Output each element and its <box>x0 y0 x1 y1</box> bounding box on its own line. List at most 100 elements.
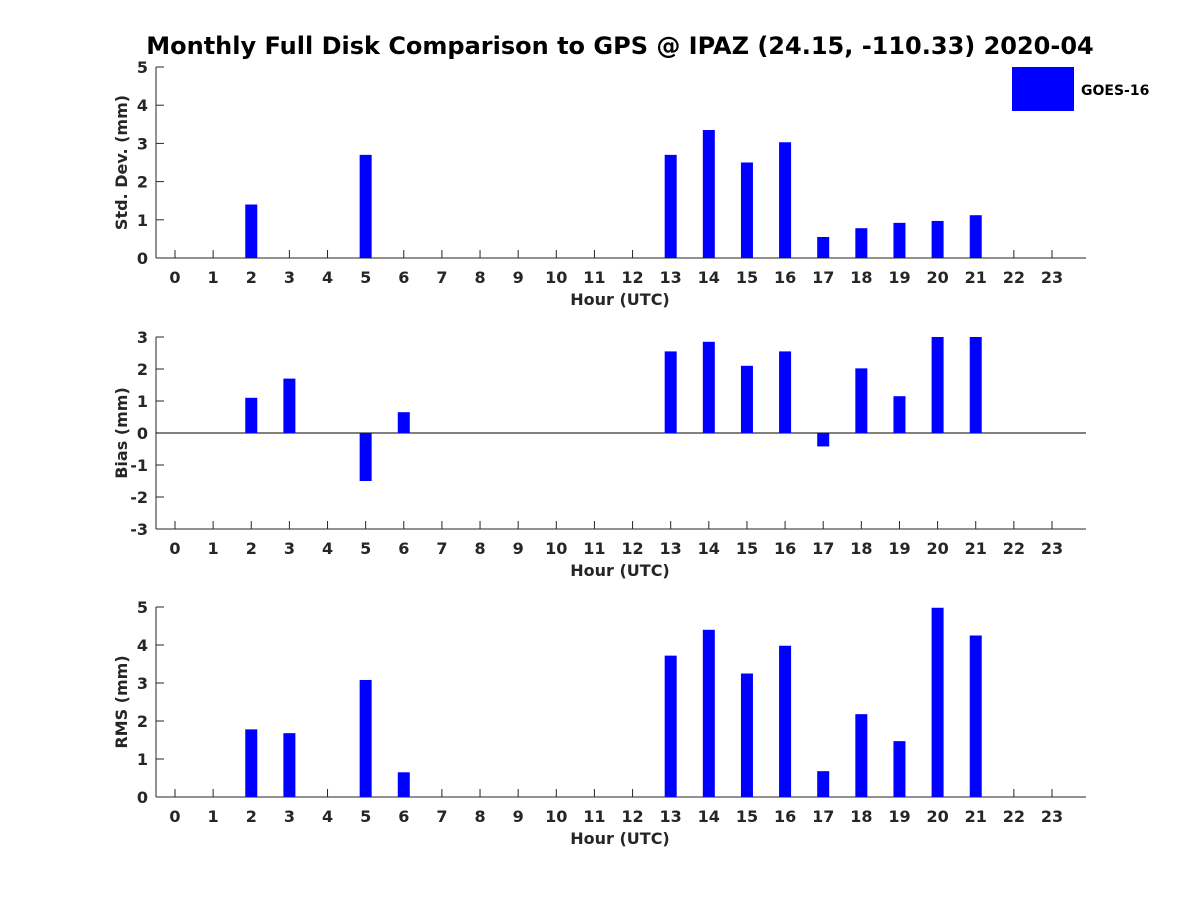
x-tick-label: 8 <box>474 807 485 826</box>
bar-hour-20 <box>931 220 944 258</box>
x-tick-label: 10 <box>545 539 567 558</box>
x-tick-label: 19 <box>888 268 910 287</box>
bar-hour-15 <box>740 365 753 433</box>
y-tick-label: 0 <box>137 788 148 807</box>
x-tick-label: 8 <box>474 268 485 287</box>
x-tick-label: 7 <box>436 539 447 558</box>
x-tick-label: 0 <box>169 807 180 826</box>
bar-hour-13 <box>664 351 677 433</box>
x-tick-label: 12 <box>621 268 643 287</box>
x-tick-label: 9 <box>513 539 524 558</box>
y-axis-label: RMS (mm) <box>112 655 131 748</box>
y-tick-label: 4 <box>137 96 148 115</box>
x-axis-label: Hour (UTC) <box>570 829 670 848</box>
bar-hour-20 <box>931 337 944 433</box>
bar-hour-3 <box>283 378 296 433</box>
x-tick-label: 5 <box>360 539 371 558</box>
bar-hour-17 <box>817 236 830 258</box>
x-tick-label: 13 <box>660 268 682 287</box>
x-tick-label: 21 <box>965 807 987 826</box>
x-tick-label: 16 <box>774 807 796 826</box>
x-tick-label: 15 <box>736 268 758 287</box>
x-tick-label: 15 <box>736 539 758 558</box>
x-tick-label: 5 <box>360 268 371 287</box>
x-tick-label: 4 <box>322 539 333 558</box>
y-axis-label: Bias (mm) <box>112 387 131 479</box>
y-tick-label: 1 <box>137 211 148 230</box>
bar-hour-2 <box>245 397 258 433</box>
x-tick-label: 9 <box>513 268 524 287</box>
bar-hour-2 <box>245 204 258 258</box>
y-tick-label: 2 <box>137 173 148 192</box>
x-tick-label: 19 <box>888 807 910 826</box>
x-axis-label: Hour (UTC) <box>570 561 670 580</box>
y-tick-label: 3 <box>137 674 148 693</box>
x-tick-label: 2 <box>246 539 257 558</box>
x-tick-label: 9 <box>513 807 524 826</box>
y-tick-label: 2 <box>137 360 148 379</box>
bar-hour-17 <box>817 433 830 447</box>
y-tick-label: 0 <box>137 249 148 268</box>
x-tick-label: 1 <box>208 539 219 558</box>
x-tick-label: 0 <box>169 268 180 287</box>
x-tick-label: 20 <box>926 807 948 826</box>
x-tick-label: 17 <box>812 539 834 558</box>
x-tick-label: 20 <box>926 539 948 558</box>
y-tick-label: 5 <box>137 58 148 77</box>
x-tick-label: 14 <box>698 807 720 826</box>
x-tick-label: 16 <box>774 268 796 287</box>
bar-hour-21 <box>969 215 982 258</box>
x-tick-label: 22 <box>1003 807 1025 826</box>
chart-title: Monthly Full Disk Comparison to GPS @ IP… <box>146 32 1094 60</box>
x-tick-label: 14 <box>698 268 720 287</box>
bar-hour-14 <box>702 629 715 797</box>
legend-swatch <box>1012 67 1074 111</box>
bar-hour-5 <box>359 154 372 258</box>
bar-hour-21 <box>969 635 982 797</box>
bar-hour-16 <box>779 645 792 797</box>
x-tick-label: 3 <box>284 807 295 826</box>
y-axis-label: Std. Dev. (mm) <box>112 95 131 230</box>
x-tick-label: 14 <box>698 539 720 558</box>
x-tick-label: 1 <box>208 807 219 826</box>
legend-label: GOES-16 <box>1081 83 1149 99</box>
x-tick-label: 21 <box>965 539 987 558</box>
bar-hour-13 <box>664 154 677 258</box>
x-tick-label: 6 <box>398 539 409 558</box>
bar-hour-6 <box>397 772 410 797</box>
x-tick-label: 19 <box>888 539 910 558</box>
x-tick-label: 10 <box>545 268 567 287</box>
x-tick-label: 21 <box>965 268 987 287</box>
y-tick-label: 0 <box>137 424 148 443</box>
bar-hour-14 <box>702 130 715 258</box>
x-tick-label: 3 <box>284 268 295 287</box>
x-tick-label: 18 <box>850 539 872 558</box>
bar-hour-14 <box>702 341 715 433</box>
y-tick-label: -3 <box>130 520 148 539</box>
bar-hour-15 <box>740 162 753 258</box>
x-tick-label: 17 <box>812 807 834 826</box>
x-tick-label: 18 <box>850 807 872 826</box>
x-tick-label: 18 <box>850 268 872 287</box>
y-tick-label: 1 <box>137 392 148 411</box>
x-tick-label: 6 <box>398 807 409 826</box>
x-tick-label: 6 <box>398 268 409 287</box>
x-tick-label: 13 <box>660 807 682 826</box>
bar-hour-19 <box>893 222 906 258</box>
bar-hour-5 <box>359 679 372 797</box>
y-tick-label: 2 <box>137 712 148 731</box>
x-tick-label: 16 <box>774 539 796 558</box>
x-tick-label: 7 <box>436 807 447 826</box>
bar-hour-13 <box>664 655 677 797</box>
x-axis-label: Hour (UTC) <box>570 290 670 309</box>
x-tick-label: 3 <box>284 539 295 558</box>
bar-hour-19 <box>893 396 906 433</box>
x-tick-label: 12 <box>621 539 643 558</box>
x-tick-label: 13 <box>660 539 682 558</box>
y-tick-label: 3 <box>137 328 148 347</box>
bar-hour-17 <box>817 771 830 797</box>
y-tick-label: 4 <box>137 636 148 655</box>
